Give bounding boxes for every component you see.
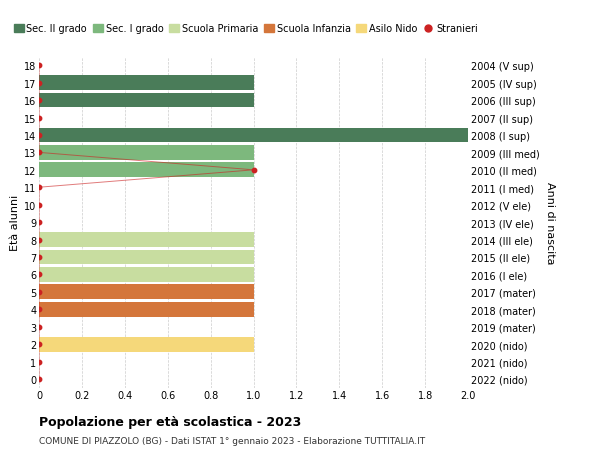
- Text: Popolazione per età scolastica - 2023: Popolazione per età scolastica - 2023: [39, 415, 301, 428]
- Bar: [39, 233, 254, 247]
- Bar: [39, 268, 254, 282]
- Legend: Sec. II grado, Sec. I grado, Scuola Primaria, Scuola Infanzia, Asilo Nido, Stran: Sec. II grado, Sec. I grado, Scuola Prim…: [14, 24, 478, 34]
- Bar: [39, 163, 254, 178]
- Bar: [39, 302, 254, 317]
- Bar: [39, 250, 254, 265]
- Bar: [39, 94, 254, 108]
- Bar: [39, 285, 254, 300]
- Bar: [39, 128, 468, 143]
- Bar: [39, 76, 254, 91]
- Bar: [39, 146, 254, 161]
- Bar: [39, 337, 254, 352]
- Y-axis label: Anni di nascita: Anni di nascita: [545, 181, 555, 264]
- Y-axis label: Età alunni: Età alunni: [10, 195, 20, 251]
- Text: COMUNE DI PIAZZOLO (BG) - Dati ISTAT 1° gennaio 2023 - Elaborazione TUTTITALIA.I: COMUNE DI PIAZZOLO (BG) - Dati ISTAT 1° …: [39, 436, 425, 445]
